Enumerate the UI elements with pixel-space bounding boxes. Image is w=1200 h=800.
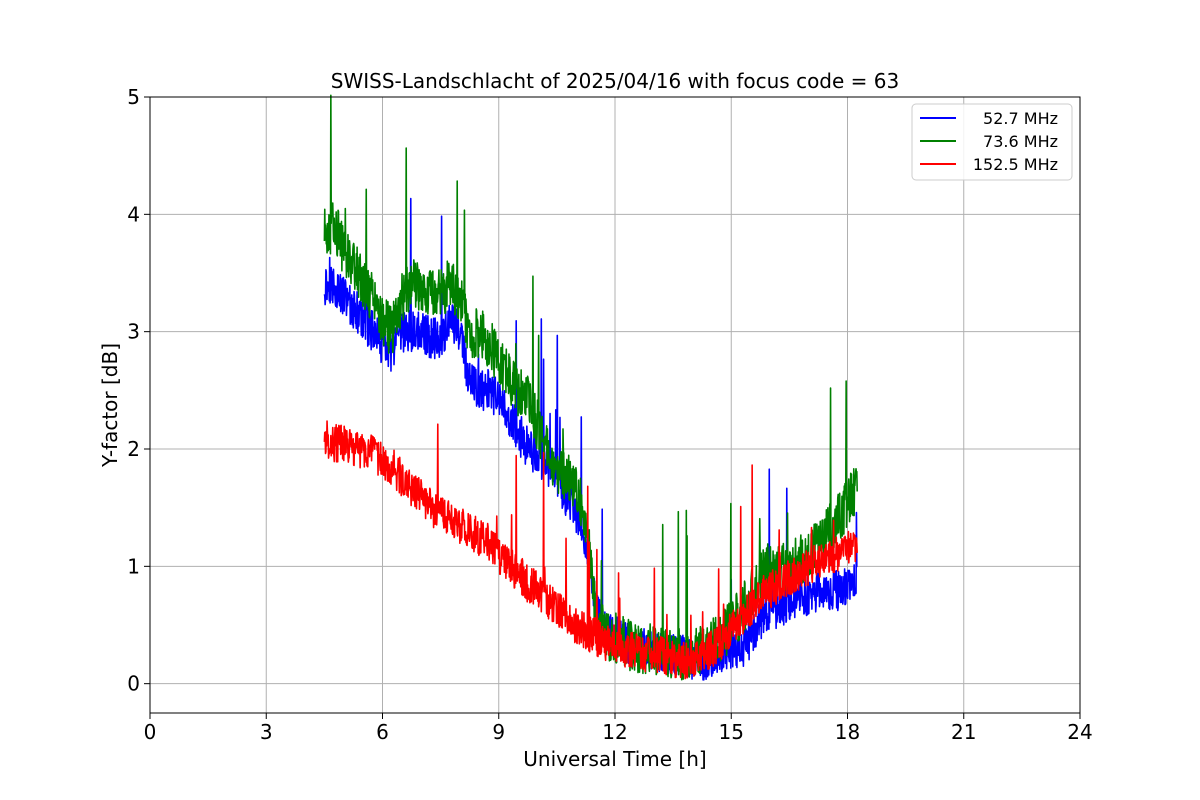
x-tick-label: 0	[144, 720, 157, 744]
series-layer	[323, 94, 858, 681]
x-axis-title: Universal Time [h]	[523, 747, 706, 771]
series-line-2	[323, 420, 858, 680]
legend-box	[911, 103, 1073, 181]
y-tick-label: 0	[127, 672, 140, 696]
x-tick-label: 24	[1067, 720, 1092, 744]
x-tick-label: 15	[719, 720, 744, 744]
y-tick-label: 4	[127, 202, 140, 226]
legend-label: 52.7 MHz	[983, 109, 1058, 128]
y-tick-label: 5	[127, 85, 140, 109]
y-tick-label: 3	[127, 320, 140, 344]
series-line-1	[323, 94, 858, 681]
y-tick-label: 1	[127, 554, 140, 578]
x-tick-label: 6	[376, 720, 389, 744]
x-tick-label: 3	[260, 720, 273, 744]
legend-label: 152.5 MHz	[973, 155, 1058, 174]
y-tick-label: 2	[127, 437, 140, 461]
x-tick-label: 12	[602, 720, 627, 744]
x-tick-label: 18	[835, 720, 860, 744]
legend: 52.7 MHz 73.6 MHz 152.5 MHz	[911, 103, 1073, 181]
chart-title: SWISS-Landschlacht of 2025/04/16 with fo…	[331, 69, 899, 93]
legend-label: 73.6 MHz	[983, 132, 1058, 151]
x-tick-label: 9	[492, 720, 505, 744]
y-axis-title: Y-factor [dB]	[98, 343, 122, 468]
x-tick-label: 21	[951, 720, 976, 744]
